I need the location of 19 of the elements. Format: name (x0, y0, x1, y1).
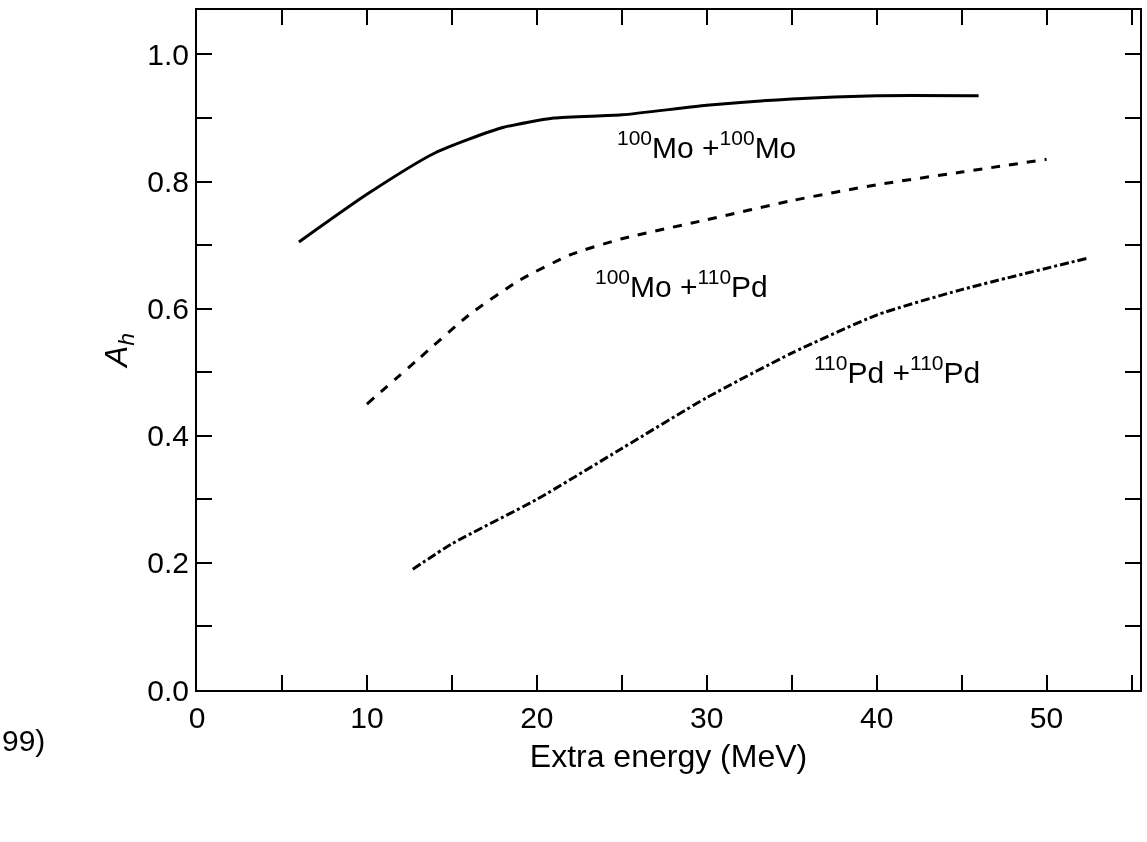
x-tick-label: 30 (690, 701, 724, 734)
x-tick-label: 10 (350, 701, 384, 734)
x-tick-label: 50 (1029, 701, 1064, 734)
y-tick-label: 0.0 (147, 673, 189, 707)
y-tick-label: 0.8 (147, 165, 189, 199)
x-tick-label: 20 (520, 701, 554, 734)
y-tick-label: 0.4 (147, 419, 189, 453)
series-label: $^{110}$Pd +$^{110}$Pd (814, 351, 981, 389)
series-label: $^{100}$Mo +$^{100}$Mo (617, 126, 797, 164)
y-tick-label: 1.0 (147, 37, 189, 71)
x-tick-label: 0 (188, 701, 206, 734)
x-tick-label: 40 (859, 701, 894, 734)
series-label: $^{100}$Mo +$^{110}$Pd (595, 265, 768, 303)
text: 99) (2, 724, 46, 757)
line-series (365, 157, 1049, 406)
y-tick-label: 0.2 (147, 546, 189, 580)
x-axis-title: Extra energy (MeV) (529, 738, 808, 775)
y-tick-label: 0.6 (147, 292, 189, 326)
line-series (297, 94, 981, 244)
